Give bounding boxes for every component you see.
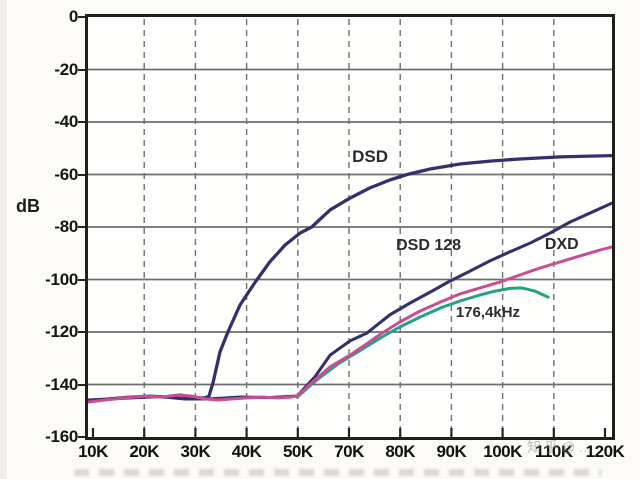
y-tick-label-20: -20 bbox=[54, 59, 78, 79]
y-tick-label-40: -40 bbox=[54, 112, 78, 131]
annotation-dxd: DXD bbox=[544, 235, 579, 253]
annotation-176-4khz: 176,4kHz bbox=[455, 303, 521, 321]
y-tick-mark bbox=[78, 226, 86, 228]
y-tick-mark bbox=[78, 68, 86, 71]
x-tick-label-80k: 80K bbox=[385, 442, 416, 461]
plot-area: DSD DSD 128 DXD 176,4kHz bbox=[85, 14, 615, 440]
x-tick-label-20k: 20K bbox=[129, 442, 160, 461]
y-tick-mark bbox=[78, 16, 86, 18]
x-tick-label-120k: 120K bbox=[585, 442, 625, 461]
x-tick-label-100k: 100K bbox=[483, 442, 522, 461]
x-tick-label-110k: 110K bbox=[534, 442, 573, 461]
watermark-text: 知乎@… bbox=[527, 439, 596, 455]
y-tick-label-60: -60 bbox=[54, 164, 78, 184]
y-tick-label-160: -160 bbox=[45, 427, 78, 446]
x-tick-label-30k: 30K bbox=[180, 442, 211, 461]
y-tick-mark bbox=[78, 173, 86, 176]
chart-canvas bbox=[88, 19, 612, 437]
y-tick-mark bbox=[78, 331, 86, 333]
x-tick-label-70k: 70K bbox=[334, 442, 364, 461]
x-tick-label-40k: 40K bbox=[231, 442, 262, 461]
curve-dsd-128 bbox=[88, 201, 612, 402]
image-edge-strip bbox=[0, 0, 7, 479]
curve-dxd bbox=[88, 245, 612, 404]
x-tick-label-50k: 50K bbox=[282, 442, 313, 461]
y-axis-title: dB bbox=[16, 196, 40, 216]
curve-dsd bbox=[88, 153, 612, 403]
cropped-caption-remnant bbox=[74, 469, 602, 476]
x-tick-label-10k: 10K bbox=[78, 442, 108, 461]
annotation-dsd-128: DSD 128 bbox=[396, 237, 462, 255]
y-tick-mark bbox=[78, 121, 86, 123]
y-tick-label-120: -120 bbox=[45, 322, 78, 341]
y-tick-mark bbox=[78, 436, 86, 438]
y-tick-label-80: -80 bbox=[54, 217, 78, 236]
y-tick-mark bbox=[78, 278, 86, 281]
y-tick-label-0: 0 bbox=[68, 7, 78, 26]
x-tick-label-90k: 90K bbox=[436, 442, 467, 461]
annotation-dsd: DSD bbox=[352, 146, 388, 166]
y-tick-label-140: -140 bbox=[45, 374, 78, 394]
y-tick-mark bbox=[78, 383, 86, 386]
y-tick-label-100: -100 bbox=[45, 269, 78, 289]
